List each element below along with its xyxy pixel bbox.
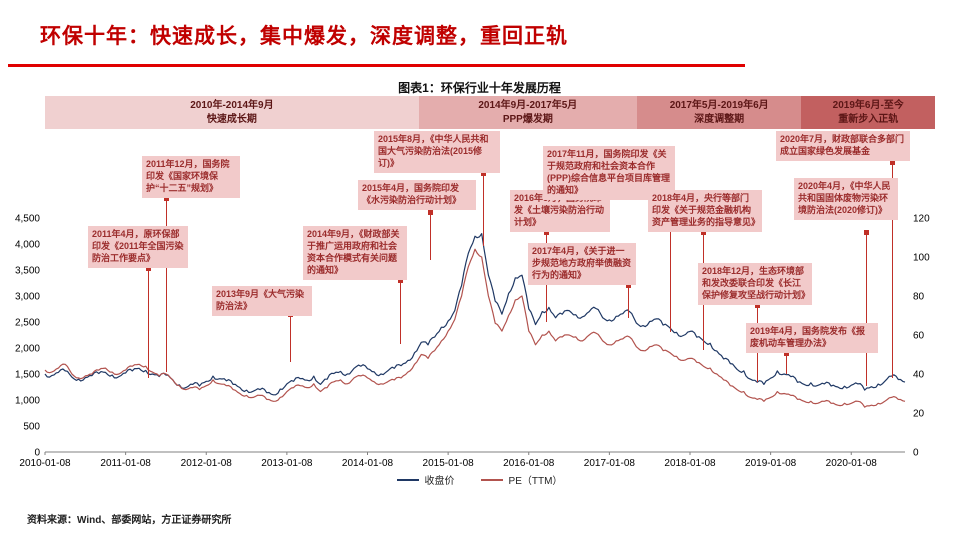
x-tick-label: 2018-01-08 — [664, 458, 716, 469]
x-tick-label: 2011-01-08 — [100, 458, 151, 469]
x-tick-label: 2017-01-08 — [584, 458, 636, 469]
x-tick-label: 2019-01-08 — [745, 458, 797, 469]
title-underline — [8, 64, 745, 67]
y-left-tick-label: 1,000 — [15, 396, 40, 407]
phase-bands: 2010年-2014年9月 快速成长期 2014年9月-2017年5月 PPP爆… — [45, 96, 935, 129]
x-tick-label: 2020-01-08 — [826, 458, 878, 469]
legend-item-pe-ttm: PE（TTM） — [480, 472, 563, 487]
figure-title: 图表1：环保行业十年发展历程 — [398, 81, 561, 95]
x-tick-label: 2014-01-08 — [342, 458, 394, 469]
x-tick-label: 2012-01-08 — [181, 458, 233, 469]
close-price-line-swatch — [396, 478, 419, 481]
phase-band-ppp-boom: 2014年9月-2017年5月 PPP爆发期 — [418, 96, 637, 129]
y-left-tick-label: 0 — [34, 448, 40, 459]
y-left-tick-label: 4,000 — [15, 240, 40, 251]
axes: 4,500 4,000 3,500 3,000 2,500 2,000 1,500 1,000… — [15, 214, 930, 470]
phase-name: 快速成长期 — [206, 113, 257, 125]
x-tick-label: 2016-01-08 — [503, 458, 555, 469]
page-title: 环保十年：快速成长，集中爆发，深度调整，重回正轨 — [40, 25, 568, 48]
chart-legend: 收盘价 PE（TTM） — [0, 472, 959, 487]
phase-band-back-on-track: 2019年6月-至今 重新步入正轨 — [801, 96, 935, 129]
phase-name: PPP爆发期 — [502, 113, 553, 125]
source-note: 资料来源：Wind、部委网站，方正证券研究所 — [27, 515, 232, 526]
legend-label: 收盘价 — [424, 476, 455, 487]
y-left-tick-label: 2,500 — [15, 318, 40, 329]
y-left-tick-label: 2,000 — [15, 344, 40, 355]
phase-period: 2019年6月-至今 — [832, 100, 904, 111]
x-tick-label: 2015-01-08 — [423, 458, 475, 469]
phase-period: 2017年5月-2019年6月 — [669, 100, 769, 111]
x-tick-label: 2013-01-08 — [261, 458, 313, 469]
y-left-tick-label: 500 — [23, 422, 40, 433]
y-left-tick-label: 3,000 — [15, 292, 40, 303]
phase-name: 重新步入正轨 — [838, 113, 899, 125]
phase-band-growth: 2010年-2014年9月 快速成长期 — [45, 96, 419, 129]
y-left-tick-label: 3,500 — [15, 266, 40, 277]
phase-period: 2014年9月-2017年5月 — [478, 100, 578, 111]
y-left-tick-label: 4,500 — [15, 214, 40, 225]
legend-label: PE（TTM） — [508, 476, 563, 487]
legend-item-close-price: 收盘价 — [396, 472, 455, 487]
pe-ttm-line — [44, 248, 906, 408]
y-right-tick-label: 100 — [913, 253, 930, 264]
phase-name: 深度调整期 — [694, 113, 745, 125]
phase-band-deep-adjustment: 2017年5月-2019年6月 深度调整期 — [636, 96, 802, 129]
phase-period: 2010年-2014年9月 — [190, 100, 274, 111]
y-right-tick-label: 0 — [913, 448, 919, 459]
y-right-tick-label: 80 — [913, 292, 925, 303]
y-right-tick-label: 120 — [913, 214, 930, 225]
y-right-tick-label: 60 — [913, 331, 925, 342]
y-left-tick-label: 1,500 — [15, 370, 40, 381]
x-tick-label: 2010-01-08 — [19, 458, 71, 469]
pe-ttm-line-swatch — [480, 478, 503, 481]
y-right-tick-label: 40 — [913, 370, 925, 381]
y-right-tick-label: 20 — [913, 409, 925, 420]
close-price-line — [44, 233, 906, 396]
